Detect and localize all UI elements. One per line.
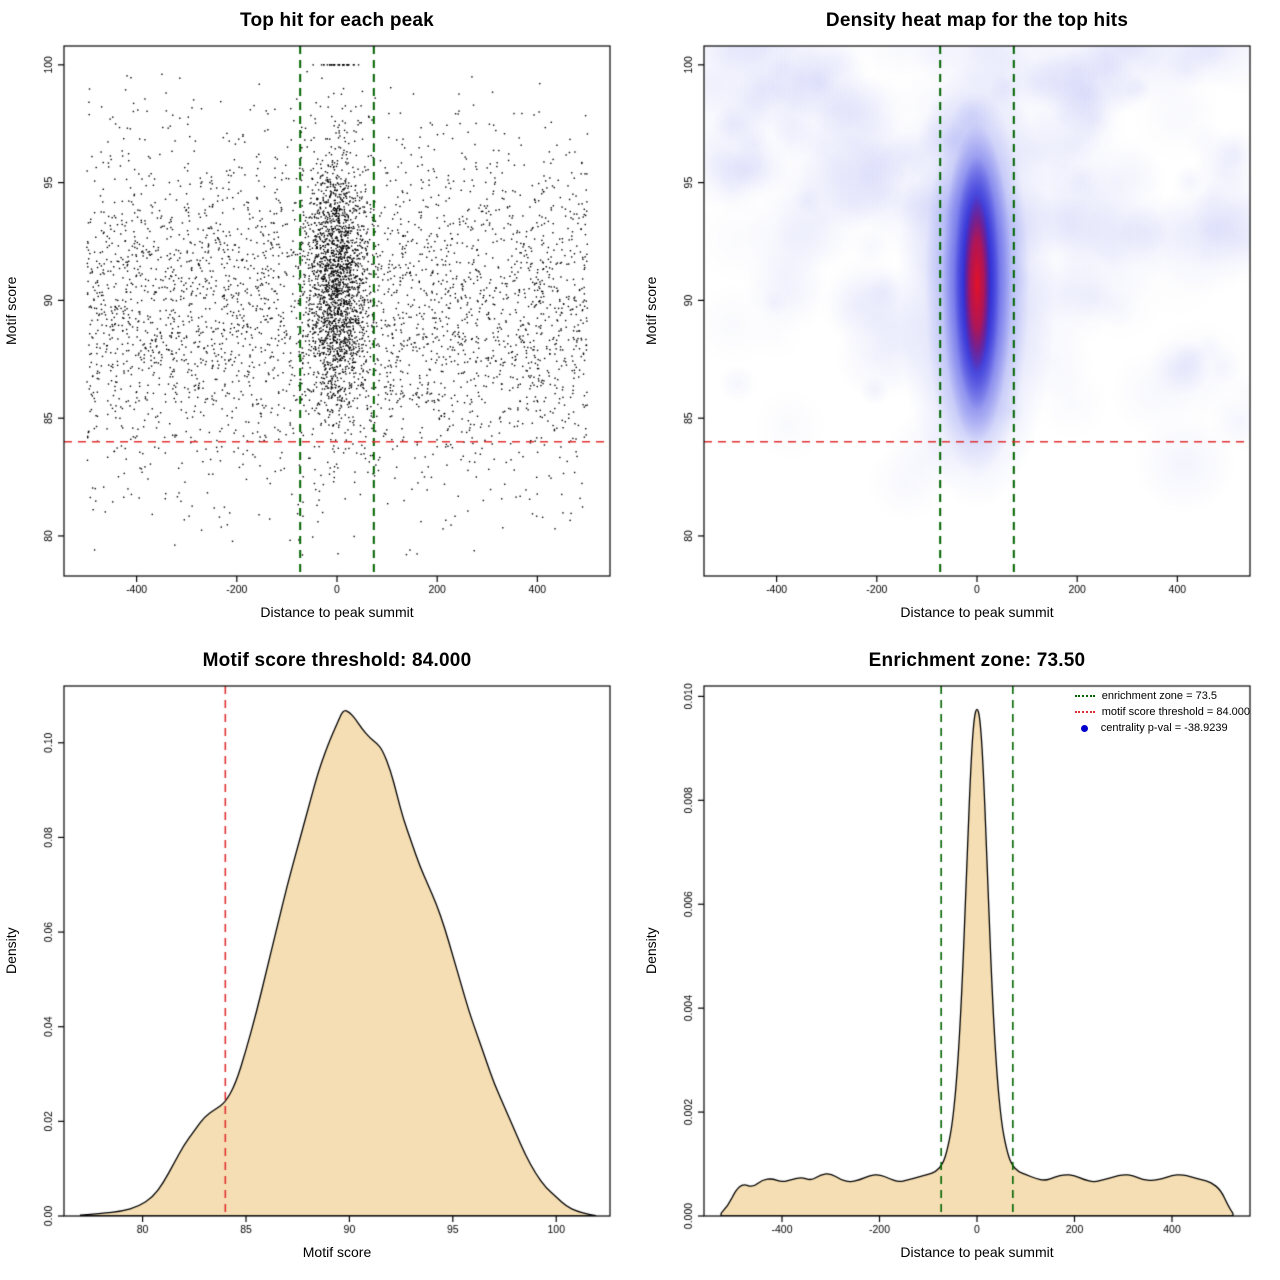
x-axis-label: Motif score	[302, 1244, 372, 1260]
panel-motif-score-density: Motif score threshold: 84.000 Motif scor…	[0, 640, 640, 1280]
score-density-canvas	[0, 640, 640, 1280]
y-axis-label: Motif score	[643, 276, 659, 346]
legend-item-motif-score-threshold: motif score threshold = 84.000	[1074, 706, 1250, 718]
scatter-plot-canvas	[0, 0, 640, 640]
panel-enrichment-zone-density: Enrichment zone: 73.50 Distance to peak …	[640, 640, 1280, 1280]
x-axis-label: Distance to peak summit	[900, 1244, 1054, 1260]
panel-density-heatmap: Density heat map for the top hits Distan…	[640, 0, 1280, 640]
heatmap-canvas	[640, 0, 1280, 640]
x-axis-label: Distance to peak summit	[260, 604, 414, 620]
legend: enrichment zone = 73.5 motif score thres…	[1074, 690, 1250, 734]
y-axis-label: Density	[3, 927, 19, 975]
panel-top-hit-scatter: Top hit for each peak Distance to peak s…	[0, 0, 640, 640]
legend-label: motif score threshold = 84.000	[1101, 706, 1250, 718]
dotted-line-icon	[1074, 695, 1095, 697]
y-axis-label: Density	[643, 927, 659, 975]
x-axis-label: Distance to peak summit	[900, 604, 1054, 620]
chart-title: Density heat map for the top hits	[825, 10, 1129, 31]
dotted-line-icon	[1074, 711, 1095, 713]
chart-title: Motif score threshold: 84.000	[202, 650, 472, 671]
chart-title: Top hit for each peak	[240, 10, 434, 31]
chart-title: Enrichment zone: 73.50	[868, 650, 1086, 671]
legend-label: centrality p-val = -38.9239	[1100, 722, 1228, 734]
dot-icon	[1080, 724, 1088, 732]
legend-item-centrality-pval: centrality p-val = -38.9239	[1075, 722, 1250, 734]
y-axis-label: Motif score	[3, 276, 19, 346]
distance-density-canvas	[640, 640, 1280, 1280]
legend-item-enrichment-zone: enrichment zone = 73.5	[1074, 690, 1250, 702]
legend-label: enrichment zone = 73.5	[1101, 690, 1217, 702]
